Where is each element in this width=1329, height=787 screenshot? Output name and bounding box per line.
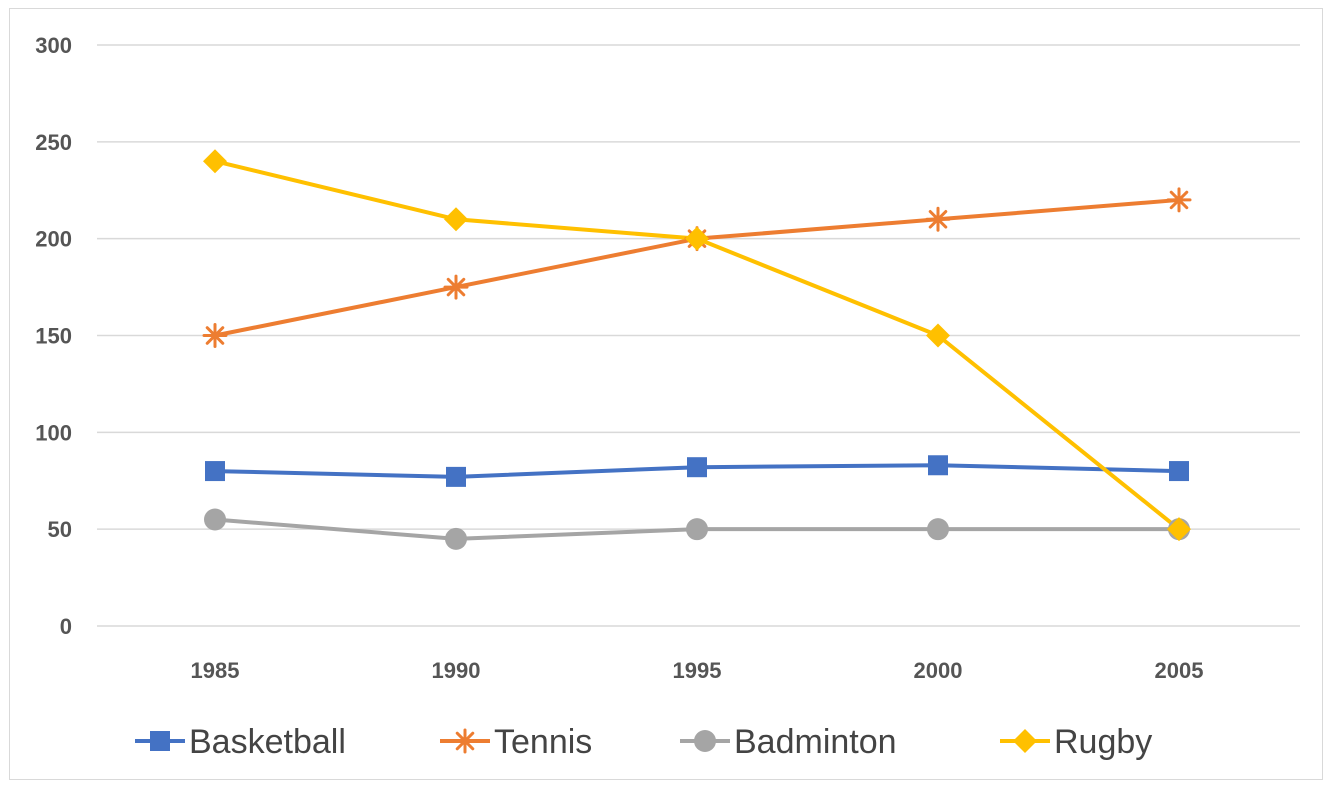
data-point-basketball bbox=[446, 466, 466, 487]
legend-item-basketball: Basketball bbox=[135, 723, 346, 761]
x-tick-label: 1985 bbox=[191, 658, 240, 683]
data-point-basketball bbox=[928, 455, 948, 476]
x-tick-label: 1990 bbox=[432, 658, 481, 683]
x-tick-label: 1995 bbox=[673, 658, 722, 683]
data-point-tennis bbox=[1166, 187, 1192, 213]
series-lines bbox=[202, 149, 1192, 550]
legend-marker-tennis bbox=[452, 728, 478, 754]
legend-label-rugby: Rugby bbox=[1054, 723, 1152, 761]
data-point-tennis bbox=[443, 274, 469, 300]
chart-frame bbox=[9, 8, 1323, 780]
y-tick-label: 150 bbox=[35, 324, 72, 349]
legend-marker-basketball bbox=[150, 731, 170, 751]
data-point-rugby bbox=[1167, 517, 1191, 542]
data-point-tennis bbox=[925, 206, 951, 232]
series-line-tennis bbox=[214, 197, 1180, 338]
y-tick-label: 0 bbox=[60, 614, 72, 639]
data-point-badminton bbox=[204, 508, 226, 531]
data-point-basketball bbox=[1169, 461, 1189, 482]
data-point-rugby bbox=[685, 226, 709, 251]
data-point-badminton bbox=[445, 527, 467, 550]
data-point-badminton bbox=[686, 518, 708, 541]
data-point-basketball bbox=[205, 461, 225, 482]
y-tick-label: 300 bbox=[35, 33, 72, 58]
data-point-badminton bbox=[927, 518, 949, 541]
legend-label-badminton: Badminton bbox=[734, 723, 897, 761]
data-point-tennis bbox=[202, 323, 228, 348]
data-point-rugby bbox=[203, 149, 227, 174]
x-tick-label: 2000 bbox=[914, 658, 963, 683]
legend-label-basketball: Basketball bbox=[189, 723, 346, 761]
y-tick-label: 50 bbox=[48, 517, 72, 542]
x-tick-label: 2005 bbox=[1155, 658, 1204, 683]
legend-item-rugby: Rugby bbox=[1000, 723, 1152, 761]
y-tick-label: 200 bbox=[35, 227, 72, 252]
data-point-rugby bbox=[926, 323, 950, 348]
legend: Basketball Tennis Badminton Rugby bbox=[135, 723, 1152, 761]
data-point-rugby bbox=[444, 207, 468, 232]
data-point-basketball bbox=[687, 457, 707, 478]
legend-label-tennis: Tennis bbox=[494, 723, 592, 761]
y-axis-ticks: 0 50 100 150 200 250 300 bbox=[35, 33, 72, 639]
legend-marker-rugby bbox=[1013, 729, 1037, 753]
legend-item-badminton: Badminton bbox=[680, 723, 897, 761]
legend-item-tennis: Tennis bbox=[440, 723, 592, 761]
x-axis-ticks: 1985 1990 1995 2000 2005 bbox=[191, 658, 1204, 683]
y-tick-label: 250 bbox=[35, 130, 72, 155]
y-tick-label: 100 bbox=[35, 420, 72, 445]
legend-marker-badminton bbox=[694, 730, 716, 752]
